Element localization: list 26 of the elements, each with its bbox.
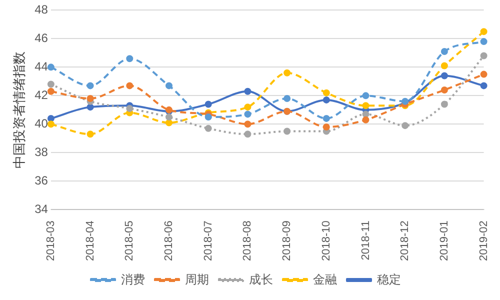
x-tick-label: 2018-04	[84, 220, 96, 262]
x-tick-label: 2018-09	[281, 220, 294, 262]
y-tick-label: 48	[34, 2, 48, 17]
y-tick-label: 44	[34, 59, 48, 74]
y-tick-label: 34	[34, 202, 48, 216]
x-tick-label: 2018-06	[163, 220, 176, 262]
x-tick-label: 2018-07	[202, 220, 214, 262]
y-tick-label: 42	[34, 88, 48, 102]
y-tick-label: 36	[34, 173, 48, 188]
legend-label: 金融	[313, 272, 337, 286]
x-tick-label: 2018-10	[320, 220, 332, 262]
x-tick-label: 2019-02	[478, 220, 490, 262]
x-tick-label: 2018-03	[44, 220, 57, 262]
x-tick-label: 2018-11	[360, 220, 372, 260]
legend-label: 周期	[185, 272, 209, 286]
legend-label: 稳定	[377, 272, 401, 286]
x-tick-label: 2018-08	[242, 220, 254, 262]
x-tick-label: 2018-05	[124, 220, 136, 262]
legend-label: 消费	[121, 272, 145, 286]
y-tick-label: 40	[34, 116, 48, 130]
y-tick-label: 38	[34, 144, 48, 159]
legend-label: 成长	[249, 272, 273, 286]
y-tick-label: 46	[34, 31, 48, 46]
x-tick-label: 2018-12	[399, 220, 412, 262]
y-axis-title: 中国投资者情绪指数	[11, 51, 26, 168]
x-tick-label: 2019-01	[438, 220, 450, 262]
